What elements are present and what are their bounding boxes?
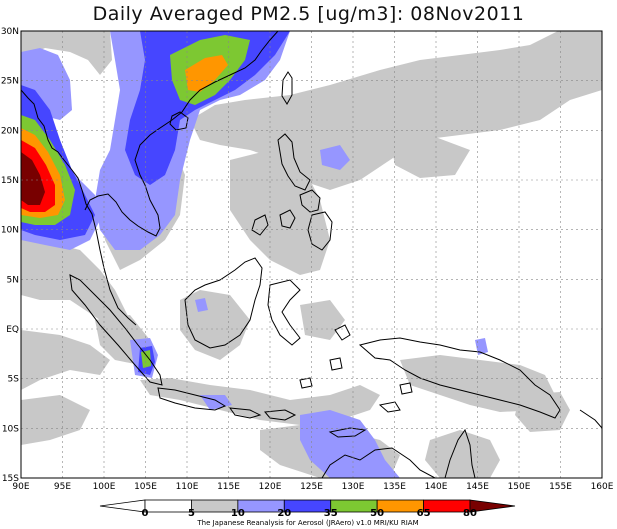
lon-tick-label: 145E — [466, 482, 489, 492]
field-darkred — [21, 152, 45, 205]
lon-tick-label: 105E — [134, 482, 157, 492]
colorbar-label: 80 — [463, 508, 477, 519]
colorbar-arrow-right — [469, 499, 516, 513]
lat-tick-label: 5N — [7, 275, 19, 285]
credit-text: The Japanese Reanalysis for Aerosol (JRA… — [196, 519, 418, 527]
lon-tick-label: 115E — [217, 482, 240, 492]
colorbar-label: 35 — [324, 508, 338, 519]
lat-tick-label: 15S — [2, 474, 19, 484]
grid-lines — [21, 31, 602, 478]
latitude-labels: 30N 25N 20N 15N 10N 5N EQ 5S 10S 15S — [1, 27, 19, 484]
lat-tick-label: 5S — [8, 375, 20, 385]
lat-tick-label: 10N — [1, 226, 19, 236]
lon-tick-label: 135E — [383, 482, 406, 492]
lon-tick-label: 155E — [549, 482, 572, 492]
colorbar-segment — [144, 499, 192, 513]
longitude-labels: 90E 95E 100E 105E 110E 115E 120E 125E 130E 135E 14… — [12, 482, 613, 492]
lon-tick-label: 120E — [259, 482, 282, 492]
lon-tick-label: 140E — [425, 482, 448, 492]
lon-tick-label: 95E — [54, 482, 71, 492]
lon-tick-label: 130E — [342, 482, 365, 492]
lat-tick-label: 25N — [1, 77, 19, 87]
page-title: Daily Averaged PM2.5 [ug/m3]: 08Nov2011 — [92, 3, 525, 25]
colorbar-label: 0 — [142, 508, 149, 519]
lon-tick-label: 125E — [300, 482, 323, 492]
coastlines — [21, 31, 602, 478]
lat-tick-label: 15N — [1, 176, 19, 186]
lat-tick-label: 20N — [1, 126, 19, 136]
lat-tick-label: EQ — [6, 325, 19, 335]
map-border — [20, 30, 603, 479]
lon-tick-label: 110E — [176, 482, 199, 492]
colorbar-label: 50 — [370, 508, 384, 519]
lon-tick-label: 90E — [12, 482, 29, 492]
colorbar: 0 5 10 20 35 50 65 80 — [99, 499, 516, 519]
colorbar-label: 10 — [231, 508, 245, 519]
lat-tick-label: 10S — [2, 424, 19, 434]
colorbar-label: 20 — [277, 508, 291, 519]
colorbar-label: 65 — [417, 508, 431, 519]
lon-tick-label: 160E — [591, 482, 614, 492]
colorbar-label: 5 — [188, 508, 195, 519]
lon-tick-label: 150E — [508, 482, 531, 492]
colorbar-arrow-left — [99, 499, 146, 513]
lat-tick-label: 30N — [1, 27, 19, 37]
lon-tick-label: 100E — [93, 482, 116, 492]
